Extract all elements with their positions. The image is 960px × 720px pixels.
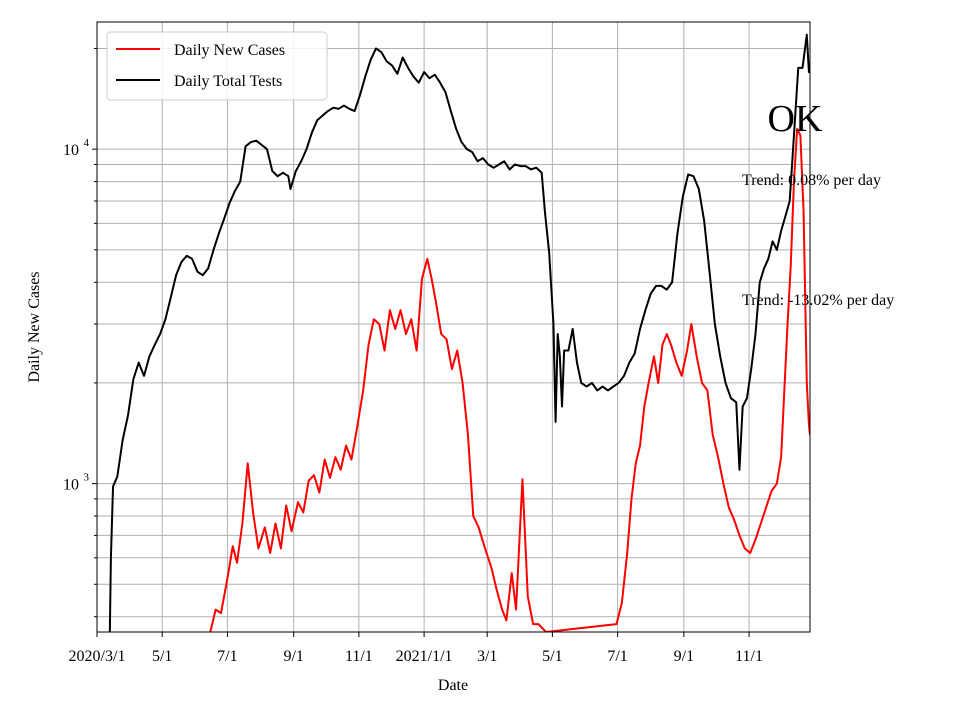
ticks: 2020/3/1 5/1 7/1 9/1 11/1 2021/1/1 3/1 5/1 7/1 9/…: [63, 47, 763, 665]
trend-annotation-cases: Trend: -13.02% per day: [742, 292, 894, 309]
grid: [96, 22, 810, 632]
x-tick-label: 2021/1/1: [396, 648, 453, 665]
x-tick-label: 9/1: [674, 648, 694, 665]
x-tick-label: 11/1: [735, 648, 763, 665]
x-tick-label: 7/1: [607, 648, 627, 665]
legend-label-daily-new-cases: Daily New Cases: [174, 42, 285, 59]
y-axis-label: Daily New Cases: [26, 271, 43, 382]
x-axis-label: Date: [438, 677, 468, 694]
y-tick-exponent: 3: [84, 472, 90, 484]
legend-box: [106, 31, 328, 101]
y-tick-label: 10: [63, 477, 79, 494]
legend-label-daily-total-tests: Daily Total Tests: [174, 73, 282, 90]
trend-annotation-tests: Trend: 0.08% per day: [742, 172, 881, 189]
x-tick-label: 3/1: [477, 648, 497, 665]
series-layer: [108, 33, 810, 632]
y-tick-exponent: 4: [84, 137, 90, 149]
plot-frame: [96, 21, 811, 633]
x-tick-label: 5/1: [542, 648, 562, 665]
x-tick-label: 9/1: [283, 648, 303, 665]
y-tick-label: 10: [63, 142, 79, 159]
series-line-daily-total-tests: [108, 33, 810, 632]
series-line-daily-new-cases: [209, 127, 810, 632]
chart-title: OK: [768, 98, 823, 140]
legend: Daily New Cases Daily Total Tests: [106, 31, 328, 101]
x-tick-label: 5/1: [152, 648, 172, 665]
x-tick-label: 11/1: [345, 648, 373, 665]
x-tick-label: 2020/3/1: [69, 648, 126, 665]
x-tick-label: 7/1: [217, 648, 237, 665]
